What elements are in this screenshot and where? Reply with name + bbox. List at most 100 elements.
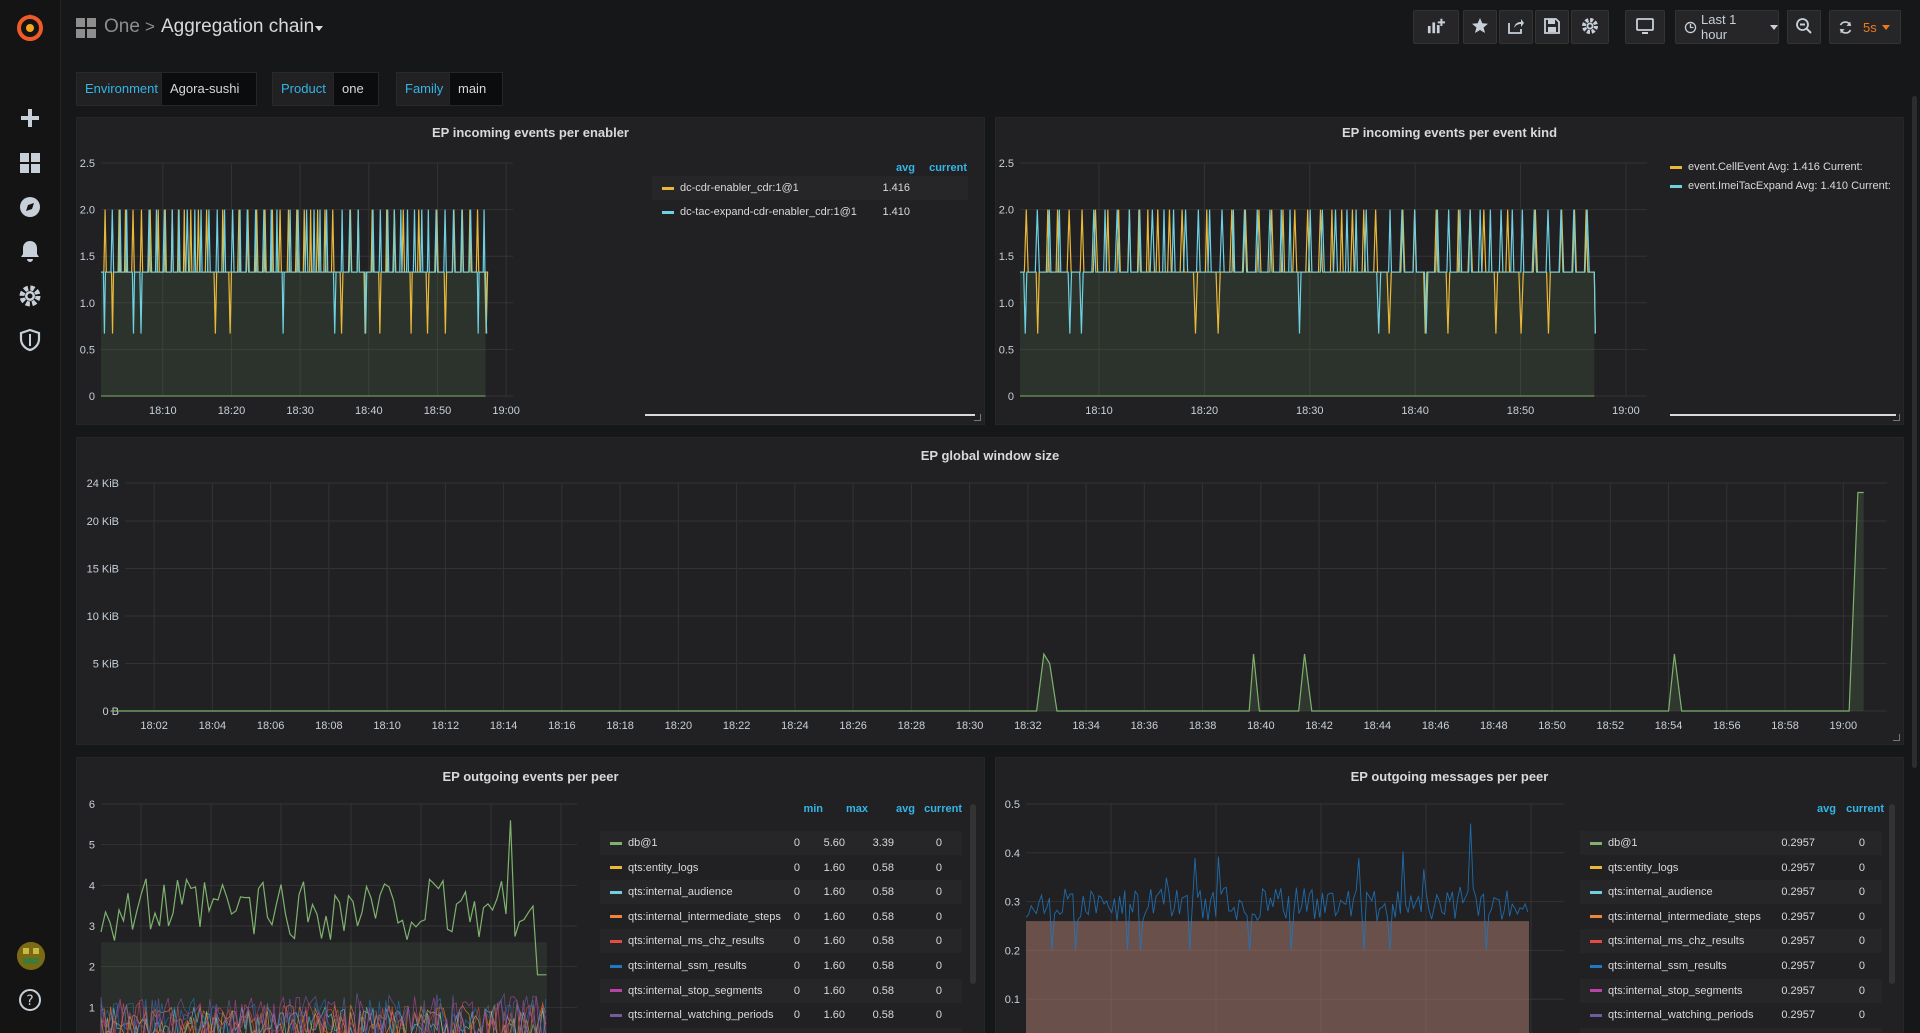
legend-row[interactable]: qts:internal_stop_segments 0 1.60 0.58 0 <box>600 978 962 1003</box>
legend-header-current[interactable]: current <box>929 162 967 174</box>
y-tick-label: 2.0 <box>999 205 1014 217</box>
legend-row[interactable]: qts:internal_audience 0.2957 0 <box>1580 880 1882 905</box>
help-icon[interactable]: ? <box>17 987 43 1013</box>
legend-row[interactable]: qts:entity_logs 0.2957 0 <box>1580 856 1882 880</box>
graph-global-window-size[interactable]: 0 B 5 KiB 10 KiB 15 KiB 20 KiB 24 KiB 18:02 18:… <box>77 438 1904 745</box>
legend-row[interactable]: qts:nba01.600.580 <box>600 1027 962 1033</box>
series-color-swatch[interactable] <box>610 1013 622 1017</box>
star-button[interactable] <box>1463 10 1497 44</box>
legend-row[interactable]: qts:internal_ssm_results 0 1.60 0.58 0 <box>600 954 962 978</box>
legend-header-current[interactable]: current <box>924 803 962 815</box>
time-picker-button[interactable]: Last 1 hour <box>1675 10 1779 44</box>
series-color-swatch[interactable] <box>1670 184 1682 188</box>
legend-header-max[interactable]: max <box>845 803 868 815</box>
panel-outgoing-events-per-peer[interactable]: EP outgoing events per peer 1 2 3 4 5 6 min m… <box>76 757 985 1033</box>
legend-row[interactable]: db@1 0 5.60 3.39 0 <box>600 831 962 855</box>
legend-row[interactable]: qts:internal_watching_periods 0 1.60 0.58 0 <box>600 1003 962 1027</box>
refresh-button[interactable]: 5s <box>1829 10 1901 44</box>
panel-title[interactable]: EP global window size <box>920 448 1060 463</box>
series-color-swatch[interactable] <box>1590 915 1602 919</box>
series-color-swatch[interactable] <box>1590 890 1602 894</box>
grafana-logo-icon[interactable] <box>14 12 46 44</box>
legend-row[interactable]: qts:internal_audience 0 1.60 0.58 0 <box>600 880 962 905</box>
series-color-swatch[interactable] <box>1670 165 1682 169</box>
variable-select-product[interactable]: one <box>333 72 379 125</box>
legend-row[interactable]: qts:internal_ssm_results 0.2957 0 <box>1580 954 1882 978</box>
page-scrollbar[interactable] <box>1912 96 1917 768</box>
series-color-swatch[interactable] <box>1590 964 1602 968</box>
legend-header-avg[interactable]: avg <box>896 803 915 815</box>
legend-row[interactable]: dc-cdr-enabler_cdr:1@1 1.416 <box>652 176 968 200</box>
panel-outgoing-messages-per-peer[interactable]: EP outgoing messages per peer 0.1 0.2 0.3 0… <box>995 757 1904 1033</box>
gear-icon[interactable] <box>17 283 43 309</box>
bell-icon[interactable] <box>17 238 43 264</box>
panel-incoming-per-event-kind[interactable]: EP incoming events per event kind 0 0.5 1.… <box>995 117 1904 425</box>
series-color-swatch[interactable] <box>610 890 622 894</box>
legend-scrollbar[interactable] <box>1889 804 1895 984</box>
shield-icon[interactable] <box>17 327 43 353</box>
graph-outgoing-events-per-peer[interactable]: 1 2 3 4 5 6 <box>77 758 587 1033</box>
panel-title[interactable]: EP outgoing events per peer <box>442 769 619 784</box>
series-color-swatch[interactable] <box>662 210 674 214</box>
dashboard-title[interactable]: Aggregation chain <box>161 16 315 37</box>
settings-button[interactable] <box>1571 10 1609 44</box>
dashboards-icon[interactable] <box>17 150 43 176</box>
legend-header-avg[interactable]: avg <box>896 162 915 174</box>
variable-select-environment[interactable]: Agora-sushi <box>161 72 257 125</box>
plus-icon[interactable] <box>17 105 43 131</box>
series-color-swatch[interactable] <box>662 186 674 190</box>
variable-select-family[interactable]: main <box>449 72 503 125</box>
panel-resize-handle[interactable] <box>1893 414 1900 421</box>
zoom-out-button[interactable] <box>1787 10 1821 44</box>
legend-header-current[interactable]: current <box>1846 803 1884 815</box>
series-color-swatch[interactable] <box>1590 866 1602 870</box>
legend-value-avg: 0.58 <box>872 960 894 972</box>
series-color-swatch[interactable] <box>1590 989 1602 993</box>
legend-row[interactable]: qts:internal_watching_periods 0.2957 0 <box>1580 1003 1882 1027</box>
panel-title[interactable]: EP incoming events per event kind <box>1341 125 1558 140</box>
title-caret-icon[interactable] <box>315 26 323 31</box>
panel-title[interactable]: EP outgoing messages per peer <box>1350 769 1549 784</box>
series-color-swatch[interactable] <box>1590 939 1602 943</box>
series-color-swatch[interactable] <box>610 841 622 845</box>
legend-scrollbar[interactable] <box>970 804 976 984</box>
explore-icon[interactable] <box>17 194 43 220</box>
panel-title[interactable]: EP incoming events per enabler <box>432 125 629 140</box>
series-color-swatch[interactable] <box>610 915 622 919</box>
legend-row[interactable]: qts:entity_logs 0 1.60 0.58 0 <box>600 856 962 880</box>
avatar[interactable] <box>17 942 45 970</box>
legend-row[interactable]: qts:internal_ms_chz_results 0.2957 0 <box>1580 929 1882 954</box>
panel-resize-handle[interactable] <box>974 414 981 421</box>
series-color-swatch[interactable] <box>610 989 622 993</box>
legend-row[interactable]: qts:internal_intermediate_steps 0.2957 0 <box>1580 905 1882 929</box>
save-button[interactable] <box>1535 10 1569 44</box>
panel-global-window-size[interactable]: EP global window size 0 B 5 KiB 10 KiB 15 K… <box>76 437 1904 745</box>
panel-incoming-per-enabler[interactable]: EP incoming events per enabler 0 0.5 1.0 1.… <box>76 117 985 425</box>
legend-row[interactable]: event.ImeiTacExpand Avg: 1.410 Current: <box>1670 177 1902 196</box>
legend-row[interactable]: qts:internal_stop_segments 0.2957 0 <box>1580 978 1882 1003</box>
legend-header-min[interactable]: min <box>803 803 823 815</box>
share-button[interactable] <box>1499 10 1533 44</box>
add-panel-button[interactable] <box>1413 10 1459 44</box>
legend-header-avg[interactable]: avg <box>1817 803 1836 815</box>
series-color-swatch[interactable] <box>610 866 622 870</box>
legend-scroll-track[interactable] <box>645 414 975 416</box>
legend-scroll-track[interactable] <box>1670 414 1896 416</box>
legend-row[interactable]: db@1 0.2957 0 <box>1580 831 1882 855</box>
dashboard-grid-icon[interactable] <box>76 18 96 38</box>
series-color-swatch[interactable] <box>1590 841 1602 845</box>
series-color-swatch[interactable] <box>1590 1013 1602 1017</box>
series-color-swatch[interactable] <box>610 964 622 968</box>
legend-row[interactable]: qts:internal_intermediate_steps 0 1.60 0.58… <box>600 905 962 929</box>
legend-row[interactable]: event.CellEvent Avg: 1.416 Current: <box>1670 158 1902 177</box>
series-color-swatch[interactable] <box>610 939 622 943</box>
graph-incoming-per-event-kind[interactable]: 0 0.5 1.0 1.5 2.0 2.5 18:10 18:20 18:30 18:40 18:5… <box>996 118 1666 425</box>
panel-resize-handle[interactable] <box>1893 734 1900 741</box>
graph-outgoing-messages-per-peer[interactable]: 0.1 0.2 0.3 0.4 0.5 <box>996 758 1586 1033</box>
graph-incoming-per-enabler[interactable]: 0 0.5 1.0 1.5 2.0 2.5 18:10 18:20 18:30 18:40 18:5… <box>77 118 637 425</box>
legend-row[interactable]: dc-tac-expand-cdr-enabler_cdr:1@1 1.410 <box>652 200 968 224</box>
breadcrumb-folder[interactable]: One <box>104 16 140 37</box>
tv-mode-button[interactable] <box>1625 10 1665 44</box>
legend-row[interactable]: qts:internal_ms_chz_results 0 1.60 0.58 0 <box>600 929 962 954</box>
